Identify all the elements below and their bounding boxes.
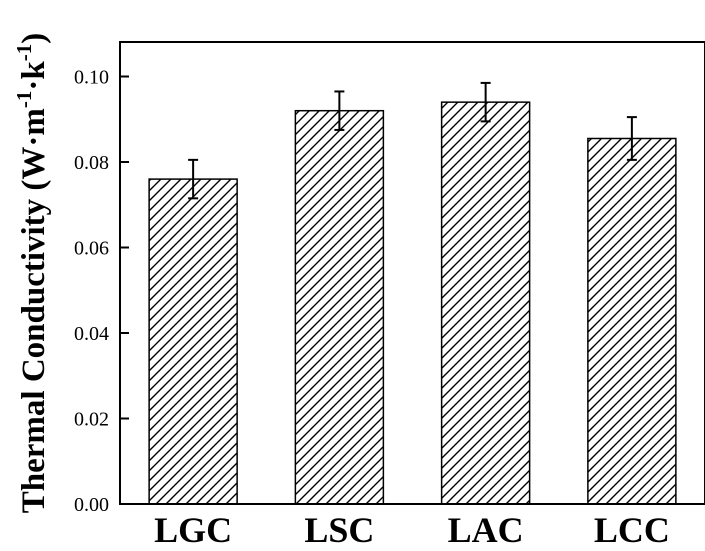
error-bars-group [188,81,637,200]
y-tick-label: 0.04 [74,323,109,345]
error-bar-lac [480,81,491,123]
y-axis-ticks [120,75,129,505]
x-axis-category-labels: LGC LSC LAC LCC [154,510,670,550]
x-tick-label-lcc: LCC [594,510,670,550]
y-axis-title: Thermal Conductivity (W·m-1·k-1) [12,33,52,514]
bar-lsc [294,109,385,505]
y-axis-tick-labels: 0.00 0.02 0.04 0.06 0.08 0.10 [74,67,109,517]
error-bar-lsc [334,90,345,131]
x-tick-label-lac: LAC [448,510,524,550]
y-tick-label: 0.08 [74,152,109,174]
bar-lac [440,101,531,505]
x-tick-label-lgc: LGC [154,510,232,550]
plot-frame [119,41,705,505]
error-bar-lgc [188,158,199,200]
y-tick-label: 0.06 [74,238,109,260]
bar-lgc [148,178,238,505]
y-tick-label: 0.02 [74,409,109,431]
error-bar-lcc [626,116,637,161]
y-tick-label: 0.10 [74,67,109,89]
x-tick-label-lsc: LSC [304,510,374,550]
y-tick-label: 0.00 [74,494,109,516]
bars-group [148,101,677,505]
bar-lcc [587,137,677,505]
